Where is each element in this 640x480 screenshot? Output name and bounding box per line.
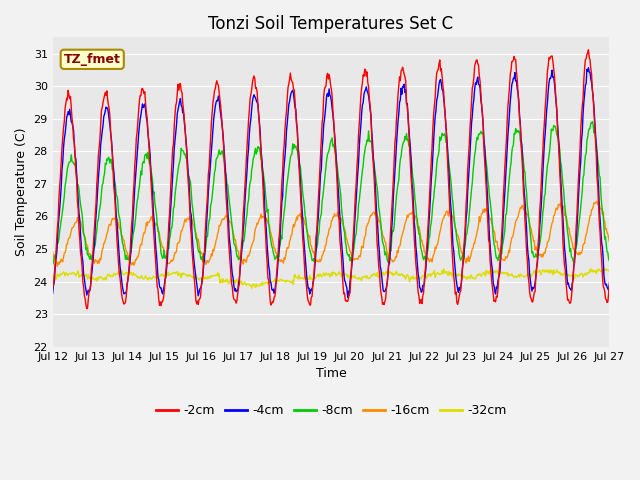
Line: -32cm: -32cm: [52, 268, 609, 288]
Title: Tonzi Soil Temperatures Set C: Tonzi Soil Temperatures Set C: [209, 15, 454, 33]
-32cm: [605, 267, 613, 273]
-4cm: [59, 159, 67, 165]
-16cm: [60, 254, 67, 260]
-8cm: [59, 206, 67, 212]
Line: -4cm: -4cm: [52, 68, 609, 297]
-32cm: [600, 265, 608, 271]
-16cm: [49, 250, 56, 255]
-8cm: [116, 217, 124, 223]
-2cm: [416, 300, 424, 306]
-32cm: [173, 269, 180, 275]
-2cm: [605, 280, 613, 286]
-16cm: [173, 241, 181, 247]
-4cm: [605, 282, 613, 288]
-32cm: [399, 274, 407, 279]
-32cm: [248, 286, 255, 291]
-32cm: [116, 272, 124, 278]
-4cm: [344, 294, 351, 300]
-2cm: [203, 203, 211, 209]
-2cm: [399, 68, 407, 73]
Line: -16cm: -16cm: [52, 202, 609, 266]
-16cm: [54, 264, 61, 269]
X-axis label: Time: Time: [316, 367, 346, 380]
-4cm: [173, 121, 180, 127]
Text: TZ_fmet: TZ_fmet: [64, 53, 121, 66]
-4cm: [116, 264, 124, 270]
-2cm: [117, 283, 125, 288]
-4cm: [416, 285, 424, 290]
-4cm: [49, 290, 56, 296]
-8cm: [173, 179, 180, 185]
-4cm: [202, 231, 210, 237]
-8cm: [399, 142, 406, 148]
Legend: -2cm, -4cm, -8cm, -16cm, -32cm: -2cm, -4cm, -8cm, -16cm, -32cm: [150, 399, 511, 422]
-32cm: [202, 276, 210, 281]
-8cm: [202, 242, 210, 248]
-32cm: [59, 270, 67, 276]
-8cm: [605, 258, 613, 264]
-32cm: [49, 271, 56, 277]
-32cm: [416, 276, 424, 282]
-8cm: [415, 231, 423, 237]
Line: -8cm: -8cm: [52, 121, 609, 264]
-16cm: [593, 199, 601, 204]
-16cm: [416, 227, 424, 233]
-16cm: [203, 259, 211, 265]
-16cm: [605, 239, 613, 244]
-16cm: [117, 228, 125, 233]
Line: -2cm: -2cm: [52, 50, 609, 309]
-4cm: [399, 84, 407, 90]
Y-axis label: Soil Temperature (C): Soil Temperature (C): [15, 128, 28, 256]
-4cm: [584, 65, 592, 71]
-8cm: [589, 119, 596, 124]
-2cm: [584, 47, 592, 53]
-8cm: [49, 262, 56, 267]
-16cm: [399, 227, 407, 233]
-2cm: [83, 306, 91, 312]
-2cm: [59, 136, 67, 142]
-2cm: [49, 284, 56, 290]
-2cm: [173, 90, 181, 96]
